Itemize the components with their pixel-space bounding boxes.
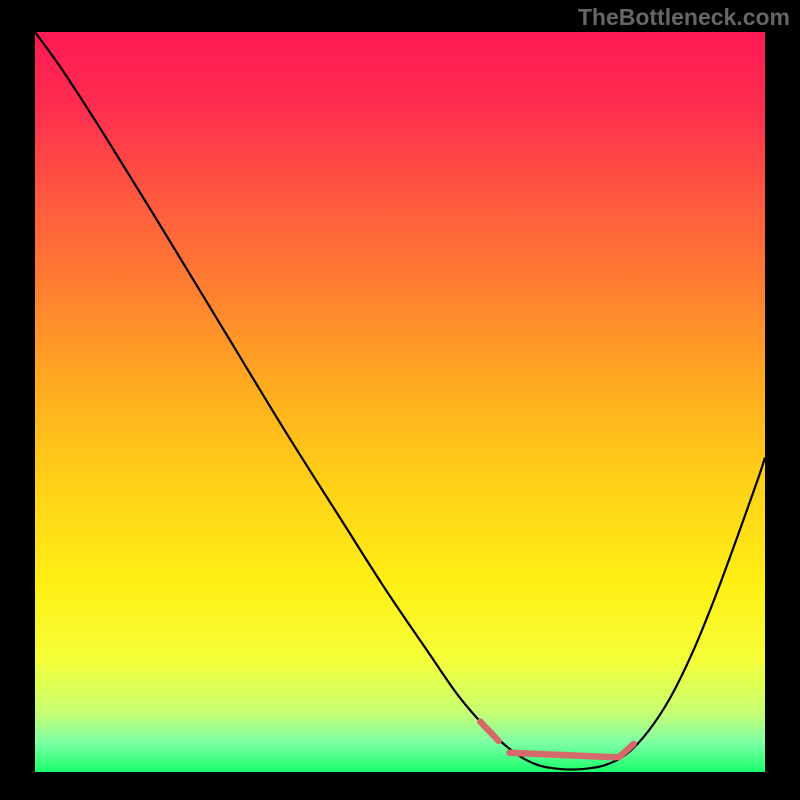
chart-container: TheBottleneck.com: [0, 0, 800, 800]
highlight-segment: [510, 753, 616, 757]
watermark-text: TheBottleneck.com: [578, 4, 790, 31]
bottleneck-curve-chart: [0, 0, 800, 800]
gradient-plot-background: [35, 32, 765, 772]
